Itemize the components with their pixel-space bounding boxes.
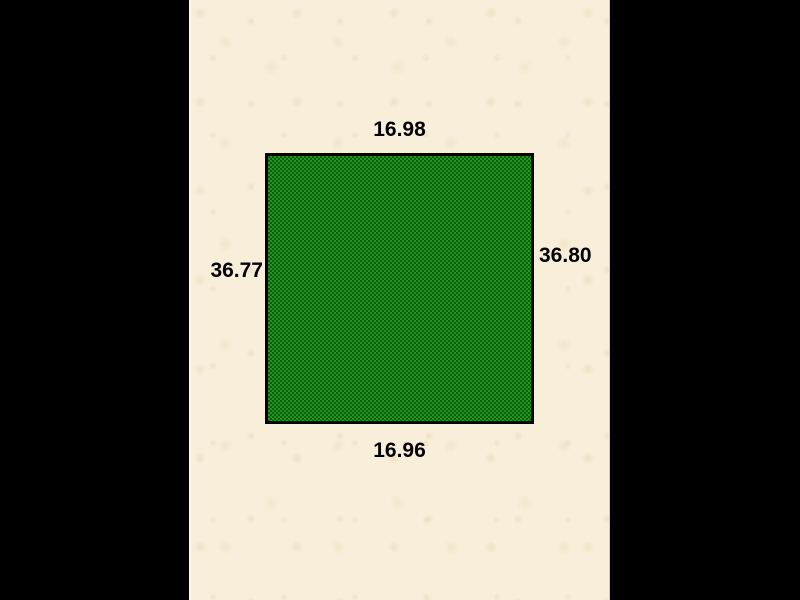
dimension-label-right: 36.80: [539, 244, 592, 267]
dimension-label-bottom: 16.96: [373, 439, 426, 462]
dimension-label-top: 16.98: [373, 118, 426, 141]
parchment-page: 16.98 16.96 36.77 36.80: [189, 0, 610, 600]
lot-parcel-shape: [265, 153, 534, 424]
dimension-label-left: 36.77: [210, 259, 263, 282]
